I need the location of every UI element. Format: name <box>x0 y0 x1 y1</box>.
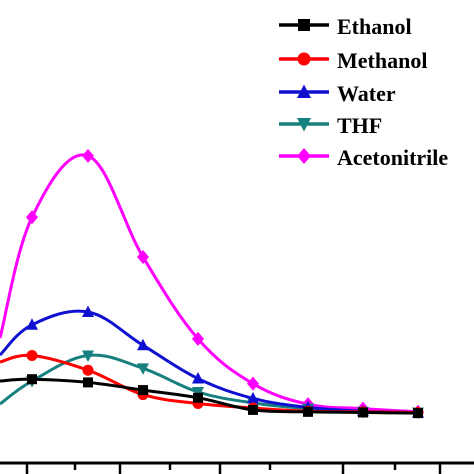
diamond-marker <box>82 148 94 163</box>
legend-entry: Acetonitrile <box>279 145 448 170</box>
square-marker <box>303 406 313 417</box>
legend: Ethanol Methanol Water THF Acetonitrile <box>279 14 448 170</box>
series-ethanol <box>0 374 423 419</box>
legend-marker <box>297 84 311 98</box>
square-marker <box>298 19 310 31</box>
legend-label-methanol: Methanol <box>337 48 427 73</box>
legend-marker <box>298 19 310 31</box>
legend-marker <box>297 118 311 132</box>
triangle-up-marker <box>137 338 149 351</box>
triangle-up-marker <box>247 391 259 404</box>
square-marker <box>193 392 203 403</box>
diamond-marker <box>26 210 38 225</box>
triangle-down-marker <box>297 118 311 132</box>
legend-entry: Ethanol <box>279 14 412 39</box>
legend-label-ethanol: Ethanol <box>337 14 412 39</box>
circle-marker <box>82 364 94 376</box>
legend-marker <box>297 148 311 164</box>
square-marker <box>138 385 148 396</box>
circle-marker <box>26 350 38 362</box>
triangle-up-marker <box>26 318 38 330</box>
legend-label-water: Water <box>337 81 396 106</box>
axes <box>0 461 474 474</box>
diamond-marker <box>137 249 149 264</box>
square-marker <box>248 404 258 415</box>
square-marker <box>83 377 93 388</box>
legend-entry: Water <box>279 81 396 106</box>
triangle-up-marker <box>82 305 94 317</box>
square-marker <box>413 408 423 419</box>
triangle-down-marker <box>137 363 149 375</box>
legend-label-acetonitrile: Acetonitrile <box>337 145 448 170</box>
legend-marker <box>297 52 311 66</box>
diamond-marker <box>247 376 259 391</box>
series-acetonitrile <box>0 148 424 419</box>
triangle-up-marker <box>192 372 204 384</box>
circle-marker <box>297 52 311 66</box>
triangle-down-marker <box>82 350 94 363</box>
triangle-down-marker <box>192 387 204 399</box>
square-marker <box>27 374 37 385</box>
legend-entry: Methanol <box>279 48 427 73</box>
diamond-marker <box>297 148 311 164</box>
legend-label-thf: THF <box>337 113 382 138</box>
legend-entry: THF <box>279 113 382 138</box>
series-layer <box>0 148 424 419</box>
diamond-marker <box>192 331 204 346</box>
series-line <box>0 153 419 414</box>
triangle-up-marker <box>297 84 311 98</box>
square-marker <box>358 407 368 418</box>
